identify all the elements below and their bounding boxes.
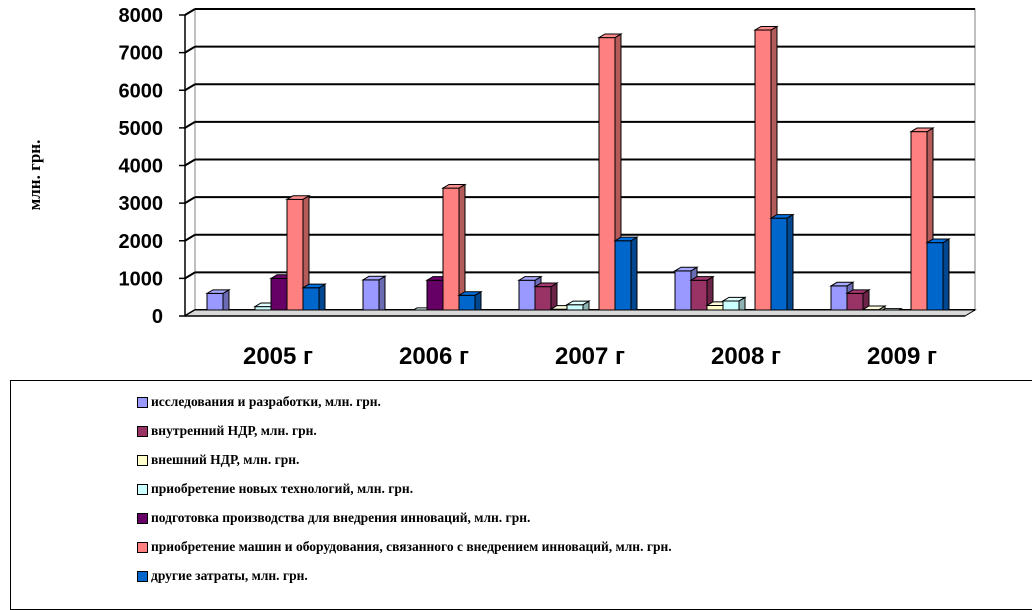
y-tick-label: 1000 (119, 268, 164, 290)
x-category-label: 2006 г (399, 343, 469, 370)
legend-label: внешний НДР, млн. грн. (151, 452, 299, 468)
bar-side (787, 215, 793, 316)
legend-item: приобретение машин и оборудования, связа… (137, 539, 672, 555)
y-tick-label: 2000 (119, 231, 164, 253)
legend: исследования и разработки, млн. грн. внут… (10, 380, 1032, 610)
legend-item: внутренний НДР, млн. грн. (137, 423, 317, 439)
gridline-side (185, 84, 195, 90)
bar (927, 239, 949, 316)
legend-swatch (137, 513, 148, 524)
legend-item: подготовка производства для внедрения ин… (137, 510, 530, 526)
bar-front (615, 241, 631, 316)
y-tick-label: 8000 (119, 5, 164, 27)
bar (771, 215, 793, 316)
legend-label: внутренний НДР, млн. грн. (151, 423, 317, 439)
bar-side (631, 237, 637, 316)
bar-side (943, 239, 949, 316)
legend-item: другие затраты, млн. грн. (137, 568, 308, 584)
bar-front (927, 243, 943, 316)
legend-item: внешний НДР, млн. грн. (137, 452, 299, 468)
bar (615, 237, 637, 316)
legend-swatch (137, 484, 148, 495)
legend-swatch (137, 542, 148, 553)
bar-front (771, 218, 787, 316)
legend-swatch (137, 455, 148, 466)
bar-front (911, 132, 927, 316)
legend-swatch (137, 426, 148, 437)
gridline-side (185, 122, 195, 128)
bar-front (287, 199, 303, 316)
y-tick-label: 6000 (119, 80, 164, 102)
x-axis-categories: 2005 г 2006 г 2007 г 2008 г 2009 г (243, 343, 937, 370)
legend-label: приобретение машин и оборудования, связа… (151, 539, 672, 555)
legend-label: приобретение новых технологий, млн. грн. (151, 481, 413, 497)
y-tick-label: 5000 (119, 118, 164, 140)
bar-front (755, 30, 771, 316)
legend-label: исследования и разработки, млн. грн. (151, 394, 381, 410)
gridline-side (185, 272, 195, 278)
x-category-label: 2008 г (711, 343, 781, 370)
gridline-side (185, 197, 195, 203)
legend-label: подготовка производства для внедрения ин… (151, 510, 530, 526)
y-axis-ticks: 0 1000 2000 3000 4000 5000 6000 7000 8000 (119, 5, 164, 328)
legend-swatch (137, 571, 148, 582)
x-category-label: 2009 г (867, 343, 937, 370)
legend-label: другие затраты, млн. грн. (151, 568, 308, 584)
x-category-label: 2005 г (243, 343, 313, 370)
floor (185, 310, 975, 316)
bar-front (675, 271, 691, 316)
gridline-side (185, 47, 195, 53)
bar-front (599, 38, 615, 316)
legend-item: приобретение новых технологий, млн. грн. (137, 481, 413, 497)
y-tick-label: 3000 (119, 193, 164, 215)
legend-item: исследования и разработки, млн. грн. (137, 394, 381, 410)
y-tick-label: 7000 (119, 43, 164, 65)
legend-swatch (137, 397, 148, 408)
gridline-side (185, 235, 195, 241)
bar-front (443, 188, 459, 316)
y-tick-label: 0 (152, 306, 163, 328)
y-axis-label: млн. грн. (25, 140, 44, 211)
gridline-side (185, 160, 195, 166)
bar-chart: 0 1000 2000 3000 4000 5000 6000 7000 8000 2005 г… (0, 0, 1032, 380)
x-category-label: 2007 г (555, 343, 625, 370)
y-tick-label: 4000 (119, 156, 164, 178)
gridline-side (185, 9, 195, 15)
